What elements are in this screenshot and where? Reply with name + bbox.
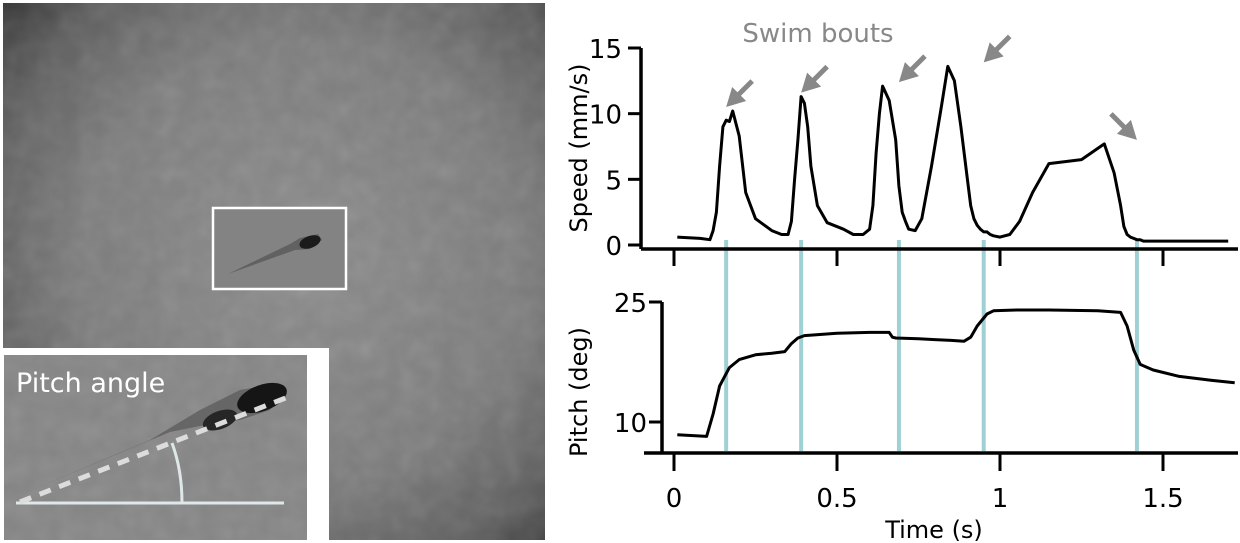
roi-box [211,206,348,291]
body-axis-dashed-line [19,394,289,505]
bout-arrow-icon [1109,112,1137,140]
photo-panel: Pitch angle [3,3,545,540]
pitch-x-ticks: 0 0.5 1 1.5 [666,453,1184,514]
pitch-y-ticks: 10 25 [614,289,662,439]
x-tick-label: 0.5 [816,484,857,514]
bout-arrow-icon [983,34,1012,63]
swim-bouts-annotation: Swim bouts [742,19,893,49]
time-x-label: Time (s) [884,516,983,543]
pitch-trace [677,308,1235,438]
speed-trace [677,64,1229,243]
y-tick-label: 10 [614,409,647,439]
pitch-chart: 10 25 0 0.5 1 1.5 Pitch (deg) Time (s) [565,289,1238,543]
speed-chart: Swim bouts 0 5 10 15 Speed (mm/s) [565,19,1238,266]
speed-y-ticks: 0 5 10 15 [589,35,641,262]
x-tick-label: 0 [666,484,683,514]
pitch-y-label: Pitch (deg) [565,327,593,457]
bout-arrows [726,34,1137,140]
bout-arrow-icon [801,64,829,93]
y-tick-label: 0 [605,232,622,262]
pitch-angle-inset: Pitch angle [3,348,329,540]
y-tick-label: 10 [589,101,622,131]
x-tick-label: 1.5 [1142,484,1183,514]
y-tick-label: 25 [614,289,647,319]
inset-label: Pitch angle [16,368,165,399]
speed-x-ticks [672,249,1165,266]
bout-arrow-icon [898,54,927,83]
bout-arrow-icon [726,79,754,108]
y-tick-label: 5 [605,166,622,196]
x-tick-label: 1 [992,484,1009,514]
y-tick-label: 15 [589,35,622,65]
speed-y-label: Speed (mm/s) [565,64,593,233]
bout-markers [724,240,1139,451]
angle-arc [170,442,184,504]
